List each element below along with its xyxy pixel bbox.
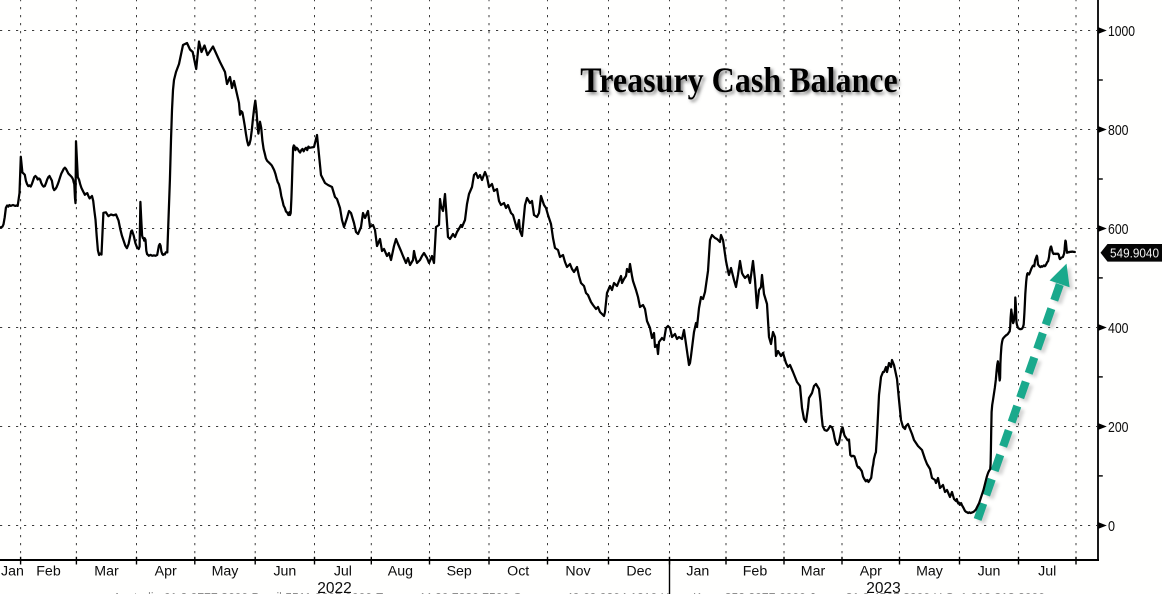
svg-text:Jan: Jan	[1, 563, 24, 579]
svg-text:Aug: Aug	[388, 563, 413, 579]
svg-text:800: 800	[1108, 122, 1129, 139]
svg-text:Dec: Dec	[626, 563, 651, 579]
svg-text:0: 0	[1108, 518, 1115, 535]
svg-text:Feb: Feb	[36, 563, 61, 579]
svg-text:Nov: Nov	[565, 563, 591, 579]
svg-text:Jun: Jun	[978, 563, 1001, 579]
svg-text:1000: 1000	[1108, 23, 1135, 40]
svg-text:Apr: Apr	[860, 563, 882, 579]
svg-text:Oct: Oct	[507, 563, 529, 579]
svg-text:Mar: Mar	[94, 563, 119, 579]
svg-text:549.9040: 549.9040	[1110, 246, 1159, 261]
svg-text:May: May	[916, 563, 944, 579]
svg-text:Treasury Cash Balance: Treasury Cash Balance	[580, 60, 898, 100]
svg-text:2022: 2022	[317, 580, 351, 594]
svg-text:600: 600	[1108, 221, 1129, 238]
svg-text:2023: 2023	[866, 580, 900, 594]
svg-text:Apr: Apr	[155, 563, 177, 579]
svg-text:Jul: Jul	[1038, 563, 1056, 579]
svg-text:Mar: Mar	[801, 563, 826, 579]
svg-text:Feb: Feb	[743, 563, 768, 579]
svg-text:May: May	[212, 563, 240, 579]
svg-text:Jan: Jan	[686, 563, 709, 579]
svg-text:Jun: Jun	[273, 563, 296, 579]
svg-text:Sep: Sep	[447, 563, 472, 579]
svg-text:400: 400	[1108, 320, 1129, 337]
svg-text:200: 200	[1108, 419, 1129, 436]
svg-text:Jul: Jul	[334, 563, 352, 579]
svg-text:Australia 61 2 9777 8600 Brazi: Australia 61 2 9777 8600 Brazil 5511 239…	[113, 590, 1045, 594]
